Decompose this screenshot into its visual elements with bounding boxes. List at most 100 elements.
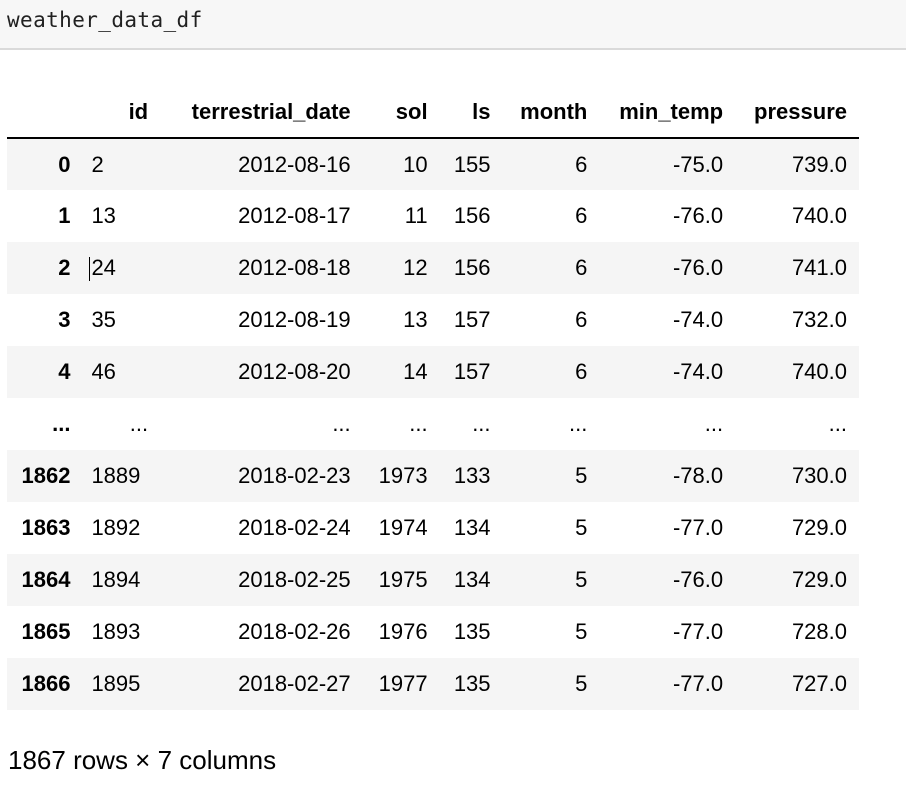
row-index: 0 — [58, 151, 71, 177]
cell-id: 13 — [91, 203, 116, 228]
text-cursor: 24 — [91, 255, 116, 280]
cell-terrestrial-date: 2012-08-19 — [238, 307, 351, 332]
cell-terrestrial-date: 2012-08-17 — [238, 203, 351, 228]
cell-min-temp: -74.0 — [672, 307, 724, 332]
cell-ls: 133 — [453, 463, 491, 488]
cell-month: 6 — [575, 307, 588, 332]
dataframe-shape-label: 1867 rows × 7 columns — [8, 745, 277, 775]
code-text[interactable]: weather_data_df — [7, 8, 203, 32]
cell-sol: 1973 — [378, 463, 428, 488]
cell-min-temp: -78.0 — [672, 463, 724, 488]
cell-terrestrial-date: ... — [332, 411, 351, 436]
table-row: 1864 1894 2018-02-25 1975 134 5 -76.0 72… — [7, 554, 859, 606]
dataframe-table: id terrestrial_date sol ls month min_tem… — [7, 86, 859, 710]
cell-pressure: 741.0 — [791, 255, 847, 280]
header-ls: ls — [427, 86, 491, 139]
cell-sol: ... — [409, 411, 428, 436]
header-id: id — [76, 86, 155, 139]
table-row: 2 24 2012-08-18 12 156 6 -76.0 741.0 — [7, 242, 859, 294]
cell-pressure: 730.0 — [791, 463, 847, 488]
header-index — [7, 86, 77, 139]
cell-pressure: 739.0 — [791, 151, 847, 177]
cell-sol: 10 — [403, 151, 428, 177]
cell-id: 46 — [91, 359, 116, 384]
cell-sol: 1974 — [378, 515, 428, 540]
cell-month: 5 — [575, 463, 588, 488]
cell-month: 5 — [575, 515, 588, 540]
cell-id: 24 — [76, 242, 154, 294]
table-row: 1 13 2012-08-17 11 156 6 -76.0 740.0 — [7, 190, 859, 242]
cell-ls: 157 — [453, 359, 491, 384]
cell-ls: 156 — [453, 255, 491, 280]
header-min-temp: min_temp — [587, 86, 724, 139]
cell-id: 35 — [91, 307, 116, 332]
cell-month: 6 — [575, 203, 588, 228]
table-row: 4 46 2012-08-20 14 157 6 -74.0 740.0 — [7, 346, 859, 398]
cell-terrestrial-date: 2018-02-25 — [238, 567, 351, 592]
cell-pressure: 729.0 — [791, 515, 847, 540]
cell-pressure: 727.0 — [791, 671, 847, 696]
cell-pressure: 728.0 — [791, 619, 847, 644]
table-row: 1863 1892 2018-02-24 1974 134 5 -77.0 72… — [7, 502, 859, 554]
cell-sol: 13 — [403, 307, 428, 332]
cell-terrestrial-date: 2018-02-23 — [238, 463, 351, 488]
cell-terrestrial-date: 2012-08-16 — [238, 151, 351, 177]
cell-id: 1889 — [91, 463, 141, 488]
table-row: 0 2 2012-08-16 10 155 6 -75.0 739.0 — [7, 138, 859, 190]
cell-ls: 135 — [453, 671, 491, 696]
row-index: 1 — [58, 203, 71, 228]
cell-id: 1893 — [91, 619, 141, 644]
cell-month: 5 — [575, 567, 588, 592]
table-row: 3 35 2012-08-19 13 157 6 -74.0 732.0 — [7, 294, 859, 346]
cell-month: 5 — [575, 619, 588, 644]
table-row: 1866 1895 2018-02-27 1977 135 5 -77.0 72… — [7, 658, 859, 710]
row-index: 3 — [58, 307, 71, 332]
cell-ls: 157 — [453, 307, 491, 332]
cell-sol: 11 — [404, 203, 428, 228]
header-month: month — [490, 86, 588, 139]
cell-min-temp: ... — [704, 411, 724, 436]
cell-pressure: 732.0 — [791, 307, 847, 332]
cell-month: 6 — [575, 151, 588, 177]
cell-sol: 1975 — [378, 567, 428, 592]
cell-pressure: 740.0 — [791, 203, 847, 228]
cell-min-temp: -77.0 — [672, 619, 724, 644]
cell-ls: 155 — [453, 151, 491, 177]
cell-ls: ... — [472, 411, 491, 436]
cell-month: 6 — [575, 359, 588, 384]
cell-id: ... — [129, 411, 149, 436]
table-header-row: id terrestrial_date sol ls month min_tem… — [7, 86, 859, 139]
cell-month: 5 — [575, 671, 588, 696]
table-row: 1865 1893 2018-02-26 1976 135 5 -77.0 72… — [7, 606, 859, 658]
header-pressure: pressure — [723, 86, 859, 139]
cell-terrestrial-date: 2012-08-20 — [238, 359, 351, 384]
row-index: ... — [52, 411, 71, 436]
cell-sol: 14 — [403, 359, 428, 384]
row-index: 2 — [58, 255, 71, 280]
cell-sol: 12 — [403, 255, 428, 280]
row-index: 4 — [58, 359, 71, 384]
cell-pressure: 740.0 — [791, 359, 847, 384]
cell-ls: 134 — [453, 567, 491, 592]
cell-id: 1895 — [91, 671, 141, 696]
code-cell-input[interactable]: weather_data_df — [0, 0, 906, 50]
cell-min-temp: -76.0 — [672, 255, 724, 280]
cell-min-temp: -77.0 — [672, 515, 724, 540]
row-index: 1866 — [21, 671, 71, 696]
cell-pressure: 729.0 — [791, 567, 847, 592]
header-sol: sol — [350, 86, 428, 139]
cell-id: 1892 — [91, 515, 141, 540]
cell-min-temp: -76.0 — [672, 203, 724, 228]
cell-pressure: ... — [828, 411, 847, 436]
cell-month: 6 — [575, 255, 588, 280]
cell-ls: 156 — [453, 203, 491, 228]
cell-id: 1894 — [91, 567, 141, 592]
row-index: 1865 — [21, 619, 71, 644]
cell-id: 2 — [91, 151, 104, 177]
table-row: 1862 1889 2018-02-23 1973 133 5 -78.0 73… — [7, 450, 859, 502]
cell-min-temp: -76.0 — [672, 567, 724, 592]
cell-sol: 1977 — [378, 671, 428, 696]
cell-month: ... — [569, 411, 588, 436]
cell-min-temp: -75.0 — [672, 151, 724, 177]
cell-ls: 135 — [453, 619, 491, 644]
